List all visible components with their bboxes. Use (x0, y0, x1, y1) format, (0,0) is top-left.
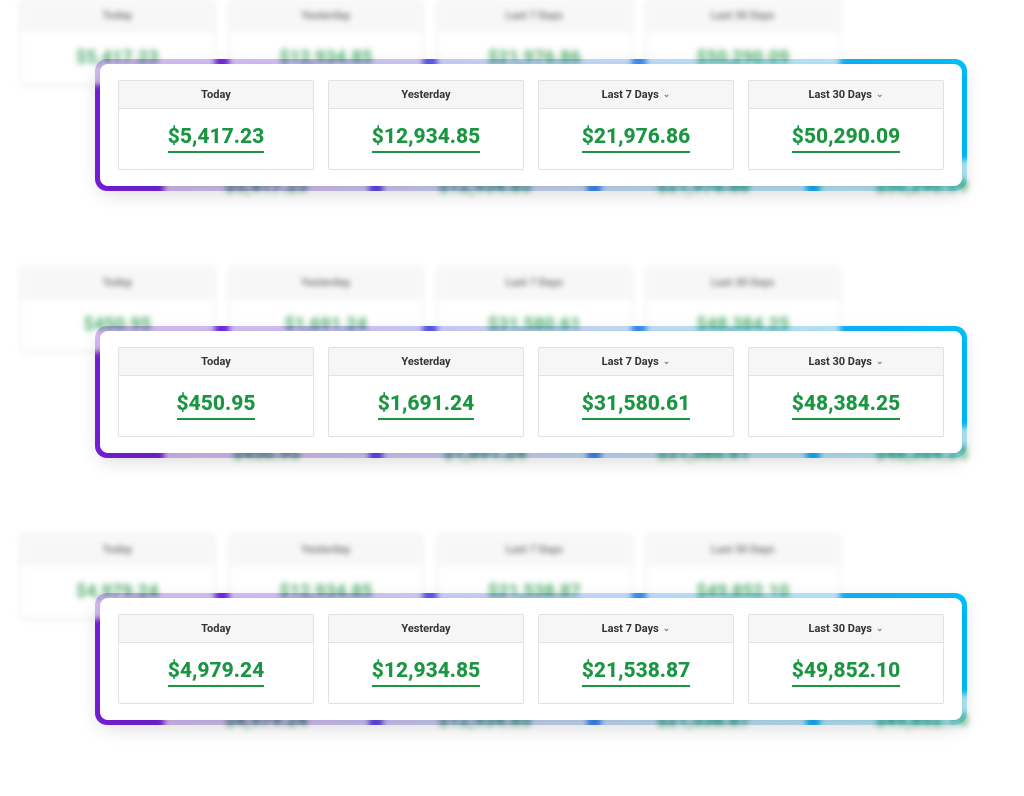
metric-card-header: Today (119, 615, 313, 643)
metric-card: Yesterday $1,691.24 (328, 347, 524, 437)
metric-value: $12,934.85 (372, 125, 481, 153)
highlight-panel: Today $5,417.23 Yesterday $12,934.85 Last 7 … (100, 64, 962, 186)
metric-card-header: Yesterday (329, 348, 523, 376)
blurred-card-header: Last 30 Days (647, 535, 840, 565)
metric-label: Last 30 Days (809, 622, 872, 635)
metric-card-header: Last 30 Days ⌄ (749, 615, 943, 643)
metric-value-wrap: $4,979.24 (119, 643, 313, 703)
metric-value-wrap: $12,934.85 (329, 643, 523, 703)
metric-value-wrap: $21,538.87 (539, 643, 733, 703)
metric-card: Last 7 Days ⌄ $21,976.86 (538, 80, 734, 170)
metric-card: Last 7 Days ⌄ $21,538.87 (538, 614, 734, 704)
blurred-card-header: Last 7 Days (438, 1, 631, 31)
metric-value-wrap: $1,691.24 (329, 376, 523, 436)
metric-value-wrap: $450.95 (119, 376, 313, 436)
metric-value-wrap: $49,852.10 (749, 643, 943, 703)
metric-card-header: Last 7 Days ⌄ (539, 615, 733, 643)
chevron-down-icon[interactable]: ⌄ (663, 90, 671, 100)
blurred-card-header: Yesterday (230, 1, 423, 31)
metric-label: Last 30 Days (809, 355, 872, 368)
metric-card: Yesterday $12,934.85 (328, 614, 524, 704)
metric-card-header: Last 30 Days ⌄ (749, 348, 943, 376)
metric-label: Today (201, 88, 231, 101)
blurred-card-header: Today (21, 268, 214, 298)
metric-card-header: Yesterday (329, 615, 523, 643)
blurred-card-header: Last 7 Days (438, 535, 631, 565)
metric-value: $1,691.24 (378, 392, 474, 420)
metrics-row: Today $5,417.23 Yesterday $12,934.85 Last 7 … (118, 80, 944, 170)
metric-label: Today (201, 355, 231, 368)
metric-label: Last 7 Days (602, 88, 659, 101)
metric-value-wrap: $31,580.61 (539, 376, 733, 436)
metric-card-header: Last 30 Days ⌄ (749, 81, 943, 109)
metric-value: $21,538.87 (582, 659, 691, 687)
metric-card: Today $450.95 (118, 347, 314, 437)
metric-value-wrap: $12,934.85 (329, 109, 523, 169)
dashboard-section: Today $5,417.23 Yesterday $12,934.85 Last 7 … (0, 0, 1024, 235)
metric-value: $48,384.25 (792, 392, 901, 420)
metric-card: Today $5,417.23 (118, 80, 314, 170)
metric-label: Last 7 Days (602, 622, 659, 635)
dashboard-section: Today $4,979.24 Yesterday $12,934.85 Last 7 … (0, 534, 1024, 769)
metric-card-header: Last 7 Days ⌄ (539, 348, 733, 376)
metric-label: Yesterday (401, 355, 450, 368)
blurred-card-header: Last 7 Days (438, 268, 631, 298)
metric-label: Yesterday (401, 622, 450, 635)
blurred-card-header: Yesterday (230, 268, 423, 298)
blurred-card-header: Yesterday (230, 535, 423, 565)
metrics-row: Today $450.95 Yesterday $1,691.24 Last 7 Day… (118, 347, 944, 437)
dashboard-section: Today $450.95 Yesterday $1,691.24 Last 7 Day… (0, 267, 1024, 502)
metric-value: $450.95 (177, 392, 256, 420)
metric-card: Last 30 Days ⌄ $48,384.25 (748, 347, 944, 437)
metric-value: $21,976.86 (582, 125, 691, 153)
metric-label: Yesterday (401, 88, 450, 101)
chevron-down-icon[interactable]: ⌄ (876, 624, 884, 634)
blurred-card-header: Today (21, 535, 214, 565)
chevron-down-icon[interactable]: ⌄ (876, 90, 884, 100)
blurred-card-header: Last 30 Days (647, 1, 840, 31)
metrics-row: Today $4,979.24 Yesterday $12,934.85 Last 7 … (118, 614, 944, 704)
chevron-down-icon[interactable]: ⌄ (663, 624, 671, 634)
metric-card: Today $4,979.24 (118, 614, 314, 704)
metric-value-wrap: $48,384.25 (749, 376, 943, 436)
metric-card: Last 7 Days ⌄ $31,580.61 (538, 347, 734, 437)
metric-value: $4,979.24 (168, 659, 264, 687)
metric-card-header: Last 7 Days ⌄ (539, 81, 733, 109)
metric-card: Yesterday $12,934.85 (328, 80, 524, 170)
blurred-card-header: Today (21, 1, 214, 31)
metric-value: $12,934.85 (372, 659, 481, 687)
metric-value: $49,852.10 (792, 659, 901, 687)
metric-value: $5,417.23 (168, 125, 264, 153)
metric-card-header: Today (119, 348, 313, 376)
highlight-panel: Today $4,979.24 Yesterday $12,934.85 Last 7 … (100, 598, 962, 720)
highlight-panel: Today $450.95 Yesterday $1,691.24 Last 7 Day… (100, 331, 962, 453)
metric-value-wrap: $21,976.86 (539, 109, 733, 169)
metric-card: Last 30 Days ⌄ $50,290.09 (748, 80, 944, 170)
metric-card-header: Yesterday (329, 81, 523, 109)
metric-card: Last 30 Days ⌄ $49,852.10 (748, 614, 944, 704)
metric-value-wrap: $5,417.23 (119, 109, 313, 169)
metric-value: $31,580.61 (582, 392, 691, 420)
chevron-down-icon[interactable]: ⌄ (876, 357, 884, 367)
metric-label: Last 30 Days (809, 88, 872, 101)
metric-value: $50,290.09 (792, 125, 901, 153)
metric-label: Today (201, 622, 231, 635)
metric-card-header: Today (119, 81, 313, 109)
metric-value-wrap: $50,290.09 (749, 109, 943, 169)
chevron-down-icon[interactable]: ⌄ (663, 357, 671, 367)
metric-label: Last 7 Days (602, 355, 659, 368)
blurred-card-header: Last 30 Days (647, 268, 840, 298)
